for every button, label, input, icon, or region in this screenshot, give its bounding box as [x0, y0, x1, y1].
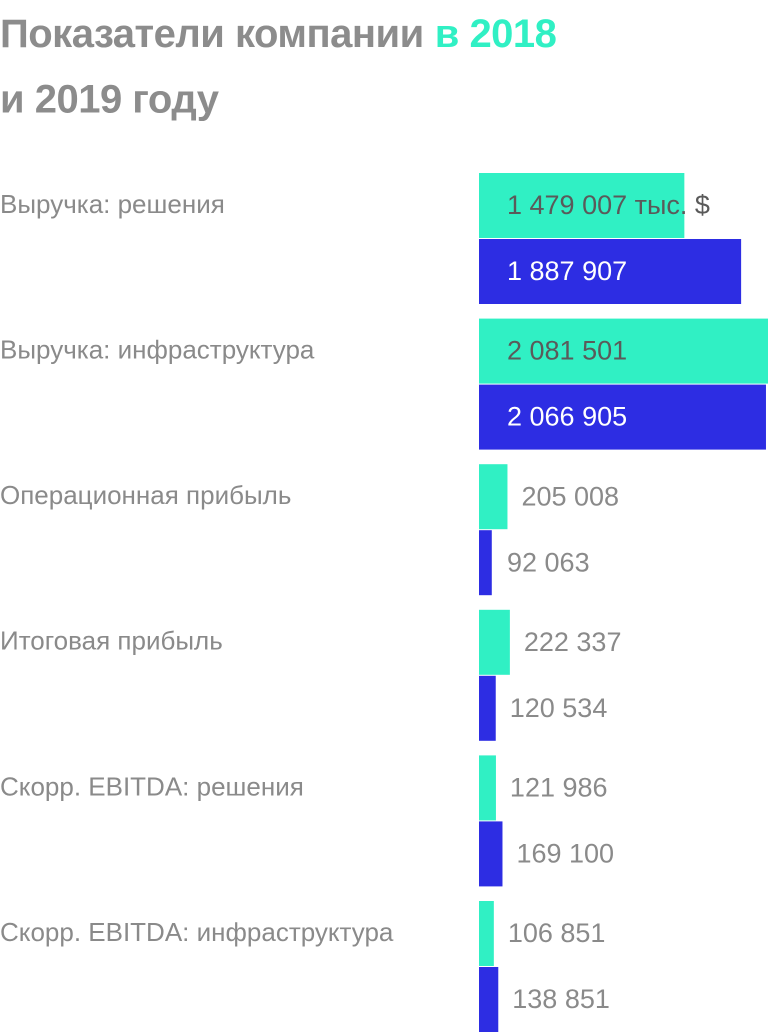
title-series-2019: и 2019 году — [0, 78, 220, 122]
value-label: 2 066 905 — [507, 402, 627, 432]
value-label: 2 081 501 — [507, 336, 627, 366]
category-label: Скорр. EBITDA: инфраструктура — [0, 917, 394, 947]
value-label: 92 063 — [507, 547, 590, 577]
value-label: 169 100 — [516, 839, 614, 869]
value-label: 222 337 — [524, 627, 622, 657]
value-label: 138 851 — [512, 984, 610, 1014]
bar — [479, 609, 510, 675]
bar — [479, 464, 508, 530]
bar — [479, 384, 766, 450]
category-label: Скорр. EBITDA: решения — [0, 771, 304, 801]
title-text: Показатели компании — [0, 12, 424, 56]
category-label: Итоговая прибыль — [0, 626, 223, 656]
category-label: Операционная прибыль — [0, 480, 291, 510]
value-label: 205 008 — [521, 481, 619, 511]
value-label: 1 479 007 тыс. $ — [507, 190, 710, 220]
category-label: Выручка: инфраструктура — [0, 334, 315, 364]
value-label: 106 851 — [508, 918, 606, 948]
value-label: 121 986 — [510, 773, 608, 803]
bar — [479, 967, 499, 1032]
bar — [479, 318, 768, 384]
bar — [479, 239, 742, 304]
bar — [479, 675, 496, 741]
title-series-2018: в 2018 — [435, 12, 557, 56]
bar — [479, 901, 494, 966]
bar — [479, 173, 685, 238]
value-label: 1 887 907 — [507, 256, 627, 286]
bar — [479, 821, 503, 887]
category-label: Выручка: решения — [0, 189, 225, 219]
value-label: 120 534 — [510, 693, 608, 723]
bar — [479, 530, 492, 596]
chart-title: Показатели компании в 2018 — [0, 12, 557, 56]
bar — [479, 755, 496, 821]
